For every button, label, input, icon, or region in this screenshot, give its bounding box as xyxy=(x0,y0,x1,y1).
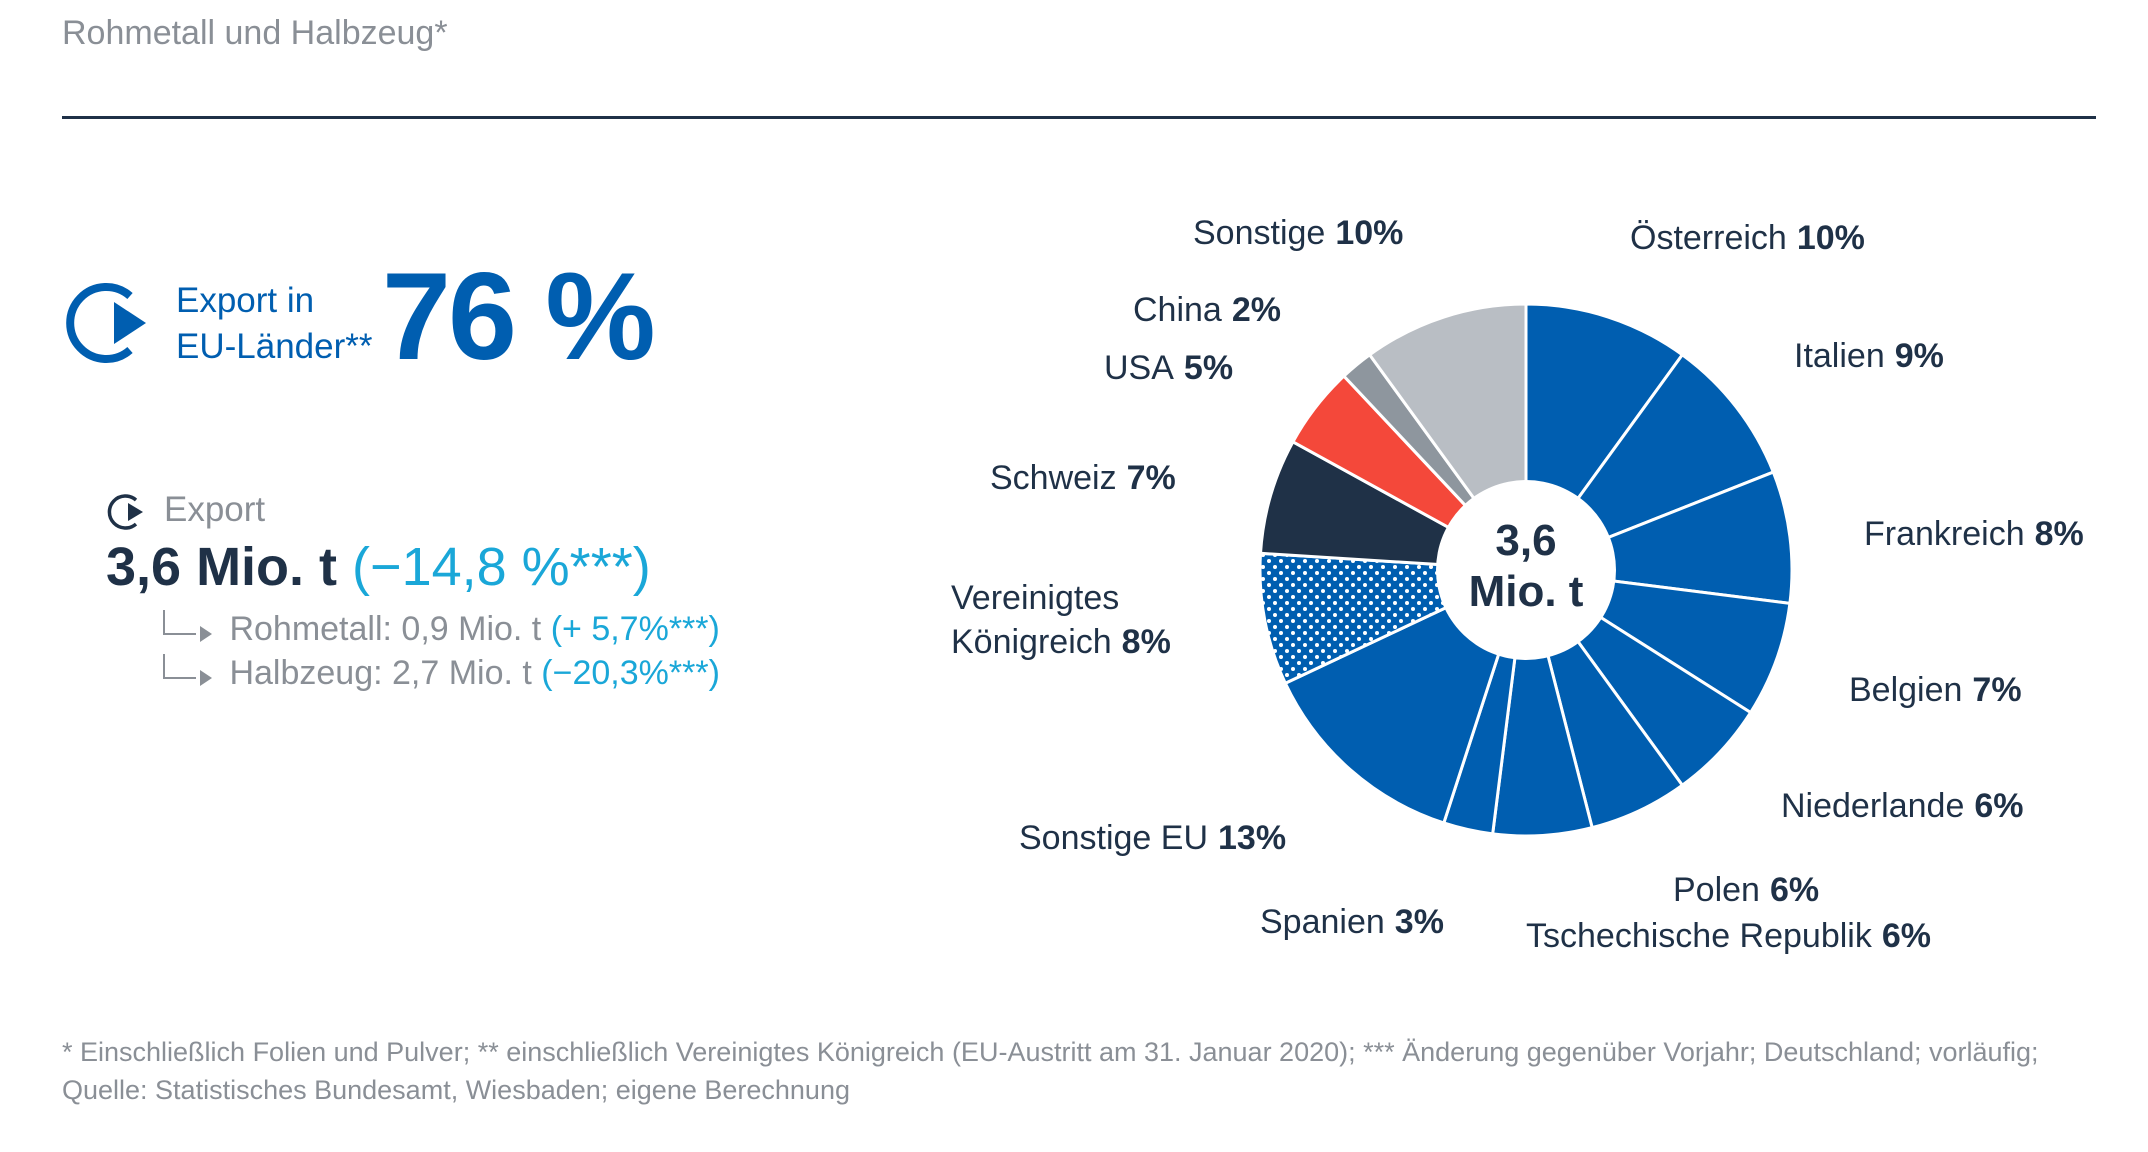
slice-pct: 3% xyxy=(1394,903,1444,941)
slice-label-schweiz: Schweiz 7% xyxy=(990,456,1176,500)
rohmetall-row: Rohmetall: 0,9 Mio. t (+ 5,7%***) xyxy=(160,610,720,649)
halbzeug-change: (−20,3%***) xyxy=(541,654,720,692)
slice-name-line2: Königreich xyxy=(951,623,1112,661)
slice-name: Frankreich xyxy=(1864,515,2025,553)
halbzeug-label: Halbzeug: 2,7 Mio. t xyxy=(229,654,532,692)
page-title: Rohmetall und Halbzeug* xyxy=(62,14,448,52)
slice-label-spanien: Spanien 3% xyxy=(1260,900,1444,944)
slice-label-belgien: Belgien 7% xyxy=(1849,668,2022,712)
footnote-source: Quelle: Statistisches Bundesamt, Wiesbad… xyxy=(62,1075,850,1105)
export-total-value: 3,6 Mio. t xyxy=(106,537,338,597)
corner-arrow-icon xyxy=(163,654,212,686)
slice-label-vereinigtes-koenigreich: Vereinigtes Königreich 8% xyxy=(951,576,1171,664)
slice-label-niederlande: Niederlande 6% xyxy=(1781,784,2024,828)
slice-label-frankreich: Frankreich 8% xyxy=(1864,512,2084,556)
slice-pct: 8% xyxy=(2034,515,2084,553)
kpi-label-line2: EU-Länder** xyxy=(176,327,373,366)
pie-center-value: 3,6 xyxy=(1495,516,1556,565)
slice-pct: 2% xyxy=(1231,291,1281,329)
footnote: * Einschließlich Folien und Pulver; ** e… xyxy=(62,1033,2122,1109)
slice-name: Belgien xyxy=(1849,671,1963,709)
pie-center-hole xyxy=(1436,480,1616,660)
footnote-line1: * Einschließlich Folien und Pulver; ** e… xyxy=(62,1037,2039,1067)
slice-name: Sonstige xyxy=(1193,214,1326,252)
kpi-label-line1: Export in xyxy=(176,281,315,320)
slice-label-polen: Polen 6% xyxy=(1673,868,1819,912)
slice-label-sonstige: Sonstige 10% xyxy=(1193,211,1403,255)
export-total: 3,6 Mio. t (−14,8 %***) xyxy=(106,536,651,598)
slice-label-sonstige-eu: Sonstige EU 13% xyxy=(1019,816,1286,860)
slice-name: Italien xyxy=(1794,337,1885,375)
header-divider xyxy=(62,116,2096,119)
slice-pct: 5% xyxy=(1183,349,1234,387)
slice-label-tschechische-republik: Tschechische Republik 6% xyxy=(1526,914,1931,958)
slice-label-italien: Italien 9% xyxy=(1794,334,1944,378)
slice-name: Schweiz xyxy=(990,459,1117,497)
slice-label-china: China 2% xyxy=(1133,288,1281,332)
export-total-change: (−14,8 %***) xyxy=(352,537,651,597)
rohmetall-change: (+ 5,7%***) xyxy=(550,610,720,648)
slice-pct: 7% xyxy=(1972,671,2022,709)
rohmetall-label: Rohmetall: 0,9 Mio. t xyxy=(229,610,542,648)
slice-name: USA xyxy=(1104,349,1174,387)
slice-pct: 6% xyxy=(1881,917,1931,955)
slice-name: Sonstige EU xyxy=(1019,819,1208,857)
slice-label-usa: USA 5% xyxy=(1104,346,1233,390)
play-circle-small-icon xyxy=(107,494,143,530)
corner-arrow-icon xyxy=(163,610,212,642)
slice-pct: 6% xyxy=(1974,787,2024,825)
kpi-value: 76 % xyxy=(382,248,656,386)
slice-pct: 8% xyxy=(1121,623,1171,661)
export-label: Export xyxy=(164,490,266,529)
slice-name: Tschechische Republik xyxy=(1526,917,1872,955)
slice-name: Spanien xyxy=(1260,903,1385,941)
slice-name: China xyxy=(1133,291,1222,329)
slice-pct: 10% xyxy=(1335,214,1404,252)
kpi-label: Export in EU-Länder** xyxy=(176,278,373,370)
slice-name: Polen xyxy=(1673,871,1760,909)
slice-pct: 6% xyxy=(1769,871,1820,909)
slice-label-oesterreich: Österreich 10% xyxy=(1630,216,1865,260)
slice-pct: 13% xyxy=(1218,819,1287,857)
pie-center-unit: Mio. t xyxy=(1469,567,1584,616)
slice-name-line1: Vereinigtes xyxy=(951,579,1120,617)
slice-pct: 7% xyxy=(1126,459,1176,497)
slice-pct: 9% xyxy=(1894,337,1944,375)
slice-name: Österreich xyxy=(1630,219,1787,257)
slice-name: Niederlande xyxy=(1781,787,1965,825)
play-circle-icon xyxy=(66,283,146,363)
slice-pct: 10% xyxy=(1796,219,1865,257)
halbzeug-row: Halbzeug: 2,7 Mio. t (−20,3%***) xyxy=(160,654,720,693)
